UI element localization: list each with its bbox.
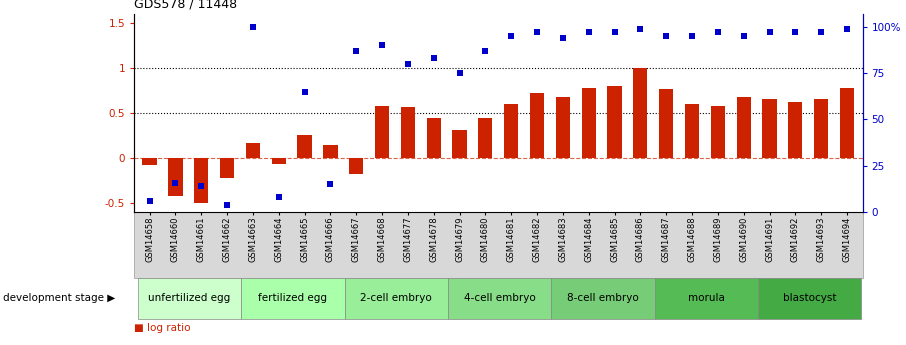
Point: [710, 30, 725, 35]
Bar: [427, 118, 441, 158]
Bar: [555, 97, 570, 158]
Bar: [685, 104, 699, 158]
Bar: [323, 146, 338, 158]
Point: [272, 195, 286, 200]
Bar: [297, 135, 312, 158]
Bar: [452, 130, 467, 158]
Bar: [504, 104, 518, 158]
Bar: [142, 158, 157, 165]
Bar: [814, 99, 828, 158]
Text: 4-cell embryo: 4-cell embryo: [464, 294, 535, 303]
Point: [246, 24, 260, 30]
Point: [555, 35, 570, 41]
Text: 8-cell embryo: 8-cell embryo: [567, 294, 639, 303]
Point: [840, 26, 854, 31]
Bar: [633, 68, 648, 158]
Text: blastocyst: blastocyst: [783, 294, 836, 303]
Point: [375, 42, 390, 48]
Text: morula: morula: [688, 294, 725, 303]
Text: fertilized egg: fertilized egg: [258, 294, 327, 303]
Point: [323, 181, 338, 187]
Bar: [375, 106, 390, 158]
Bar: [272, 158, 285, 164]
Bar: [194, 158, 208, 203]
Bar: [737, 97, 751, 158]
Text: ■ log ratio: ■ log ratio: [134, 323, 190, 333]
Point: [478, 48, 493, 53]
Bar: [478, 118, 493, 158]
Bar: [711, 106, 725, 158]
Text: GDS578 / 11448: GDS578 / 11448: [134, 0, 237, 10]
Bar: [246, 143, 260, 158]
Point: [142, 198, 157, 204]
Point: [607, 30, 622, 35]
Text: unfertilized egg: unfertilized egg: [149, 294, 231, 303]
Point: [504, 33, 518, 39]
Bar: [840, 88, 854, 158]
Bar: [400, 107, 415, 158]
Text: development stage ▶: development stage ▶: [3, 294, 115, 303]
Point: [737, 33, 751, 39]
Point: [659, 33, 673, 39]
Point: [685, 33, 699, 39]
Point: [582, 30, 596, 35]
Bar: [169, 158, 182, 196]
Point: [452, 70, 467, 76]
Point: [220, 202, 235, 208]
Point: [814, 30, 828, 35]
Bar: [607, 86, 622, 158]
Bar: [349, 158, 363, 174]
Bar: [582, 88, 596, 158]
Point: [349, 48, 363, 53]
Point: [169, 180, 183, 185]
Point: [788, 30, 803, 35]
Point: [762, 30, 776, 35]
Bar: [659, 89, 673, 158]
Point: [633, 26, 648, 31]
Point: [530, 30, 545, 35]
Bar: [788, 102, 803, 158]
Point: [427, 56, 441, 61]
Point: [400, 61, 415, 67]
Bar: [763, 99, 776, 158]
Point: [194, 184, 208, 189]
Text: 2-cell embryo: 2-cell embryo: [361, 294, 432, 303]
Bar: [220, 158, 234, 178]
Point: [297, 89, 312, 95]
Bar: [530, 93, 545, 158]
